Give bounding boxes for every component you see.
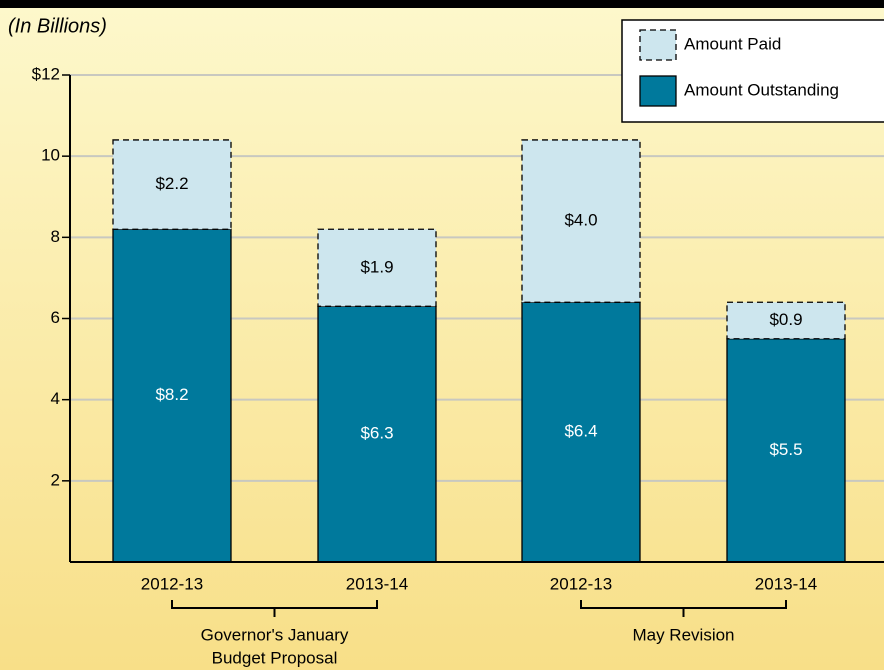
value-label: $8.2: [155, 385, 188, 404]
bar-segment: [521, 301, 641, 563]
group-label: Governor's January: [201, 625, 349, 644]
top-bar: [0, 0, 884, 8]
bar-segment: [317, 305, 437, 563]
value-label: $4.0: [564, 211, 597, 230]
bar-segment: [112, 139, 232, 230]
group-label: May Revision: [632, 625, 734, 644]
x-tick-label: 2013-14: [755, 574, 817, 593]
y-tick-label: 8: [51, 227, 60, 246]
legend-label: Amount Paid: [684, 34, 781, 53]
group-bracket: [171, 600, 378, 617]
y-tick-label: 6: [51, 308, 60, 327]
x-tick-label: 2013-14: [346, 574, 408, 593]
bar-segment: [726, 301, 846, 340]
legend-label: Amount Outstanding: [684, 80, 839, 99]
value-label: $6.3: [360, 424, 393, 443]
group-bracket: [580, 600, 787, 617]
y-tick-label: $12: [32, 64, 60, 83]
value-label: $2.2: [155, 174, 188, 193]
value-label: $5.5: [769, 440, 802, 459]
y-tick-label: 4: [51, 389, 60, 408]
bar-segment: [726, 338, 846, 563]
x-tick-label: 2012-13: [550, 574, 612, 593]
y-tick-label: 2: [51, 470, 60, 489]
value-label: $0.9: [769, 310, 802, 329]
legend-swatch: [639, 75, 677, 107]
group-label: Budget Proposal: [212, 648, 338, 667]
bar-segment: [112, 228, 232, 563]
y-tick-label: 10: [41, 146, 60, 165]
legend-swatch: [639, 29, 677, 61]
bar-segment: [521, 139, 641, 303]
subtitle: (In Billions): [8, 15, 107, 37]
value-label: $6.4: [564, 422, 597, 441]
x-tick-label: 2012-13: [141, 574, 203, 593]
value-label: $1.9: [360, 257, 393, 276]
bar-segment: [317, 228, 437, 307]
